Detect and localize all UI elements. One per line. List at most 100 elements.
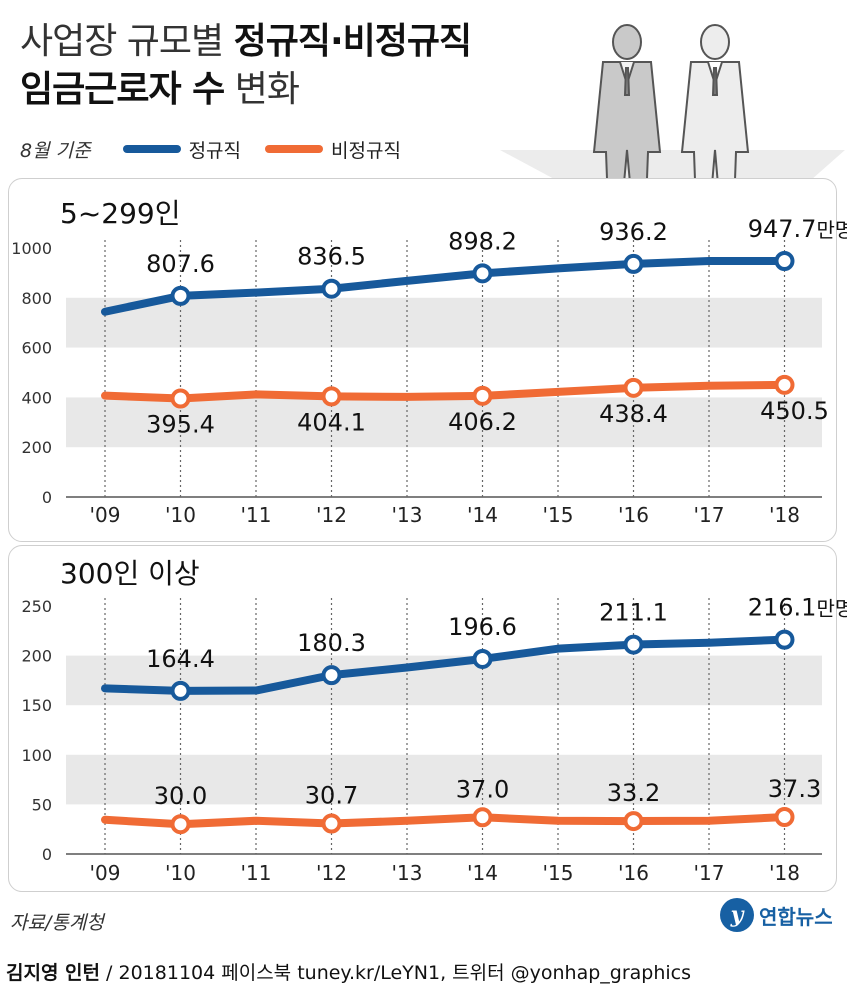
title-light-text: 사업장 규모별 [20, 21, 234, 62]
data-label: 406.2 [448, 408, 517, 436]
x-tick-label: '12 [316, 503, 347, 527]
data-point [472, 263, 493, 284]
data-point [321, 386, 342, 407]
data-label: 807.6 [146, 250, 215, 278]
data-point [321, 278, 342, 299]
data-point [472, 807, 493, 828]
x-tick-label: '10 [165, 503, 196, 527]
data-label: 164.4 [146, 645, 215, 673]
data-label: 30.0 [154, 782, 207, 810]
series-line-regular [101, 635, 789, 695]
grid-band [66, 754, 822, 805]
legend: 8월 기준 정규직 비정규직 [20, 134, 425, 164]
x-tick-label: '09 [90, 861, 121, 885]
yonhap-logo: y 연합뉴스 [720, 898, 833, 932]
legend-irregular-label: 비정규직 [331, 139, 401, 162]
legend-regular-label: 정규직 [188, 139, 242, 162]
data-point [774, 806, 795, 827]
x-tick-label: '15 [543, 861, 574, 885]
data-point [170, 814, 191, 835]
x-tick-label: '12 [316, 861, 347, 885]
yonhap-logo-name: 연합뉴스 [759, 904, 833, 929]
y-tick-label: 100 [21, 746, 52, 765]
title-bold-text-2: 임금근로자 수 [20, 69, 225, 110]
data-point [472, 648, 493, 669]
data-point [623, 377, 644, 398]
y-tick-label: 600 [21, 339, 52, 358]
data-point [170, 388, 191, 409]
x-tick-label: '11 [241, 503, 272, 527]
data-label: 450.5 [760, 397, 829, 425]
legend-basis-note: 8월 기준 [20, 139, 91, 162]
data-label: 404.1 [297, 408, 366, 436]
x-tick-label: '14 [467, 503, 498, 527]
grid-band [66, 397, 822, 448]
footer-author: 김지영 인턴 [6, 962, 101, 984]
y-tick-label: 200 [21, 647, 52, 666]
data-label: 180.3 [297, 629, 366, 657]
unit-label: 만명 [816, 597, 847, 621]
data-point [623, 811, 644, 832]
chart-title-line-1: 사업장 규모별 정규직·비정규직 [20, 20, 473, 64]
panel-large-firms [8, 545, 837, 892]
panel-title-large-firms: 300인 이상 [60, 557, 200, 590]
y-tick-label: 400 [21, 388, 52, 407]
title-light-text-2: 변화 [224, 69, 300, 110]
x-tick-label: '18 [769, 861, 800, 885]
series-line-irregular [101, 812, 789, 829]
x-tick-label: '09 [90, 503, 121, 527]
title-bold-text: 정규직·비정규직 [233, 21, 473, 62]
data-label: 33.2 [607, 779, 660, 807]
panel-title-small-firms: 5~299인 [60, 197, 181, 230]
series-line-regular [101, 256, 789, 316]
y-tick-label: 1000 [11, 239, 52, 258]
data-label: 395.4 [146, 411, 215, 439]
x-tick-label: '16 [618, 503, 649, 527]
data-label: 936.2 [599, 218, 668, 246]
data-point [774, 629, 795, 650]
data-label: 30.7 [305, 782, 358, 810]
y-tick-label: 150 [21, 696, 52, 715]
yonhap-logo-mark: y [720, 898, 754, 932]
y-tick-label: 0 [42, 845, 52, 864]
data-label: 216.1만명 [748, 594, 847, 622]
data-label: 438.4 [599, 400, 668, 428]
unit-label: 만명 [816, 218, 847, 242]
x-tick-label: '10 [165, 861, 196, 885]
legend-regular-swatch [122, 145, 181, 153]
data-point [170, 285, 191, 306]
grid-band [66, 297, 822, 348]
x-tick-label: '17 [694, 861, 725, 885]
data-point [321, 813, 342, 834]
y-tick-label: 200 [21, 438, 52, 457]
data-label: 196.6 [448, 613, 517, 641]
data-label: 211.1 [599, 599, 668, 627]
data-point [774, 251, 795, 272]
y-tick-label: 250 [21, 597, 52, 616]
y-tick-label: 800 [21, 289, 52, 308]
series-line-irregular [101, 380, 789, 403]
businessman-left-icon [592, 24, 662, 206]
x-tick-label: '18 [769, 503, 800, 527]
x-tick-label: '17 [694, 503, 725, 527]
x-tick-label: '16 [618, 861, 649, 885]
data-point [623, 253, 644, 274]
y-tick-label: 0 [42, 488, 52, 507]
data-label: 836.5 [297, 243, 366, 271]
x-tick-label: '11 [241, 861, 272, 885]
data-label: 37.0 [456, 775, 509, 803]
x-tick-label: '13 [392, 861, 423, 885]
footer-credit-text: / 20181104 페이스북 tuney.kr/LeYN1, 트위터 @yon… [100, 962, 692, 984]
data-point [472, 385, 493, 406]
x-tick-label: '14 [467, 861, 498, 885]
data-label: 898.2 [448, 227, 517, 255]
x-tick-label: '13 [392, 503, 423, 527]
chart-title-line-2: 임금근로자 수 변화 [20, 68, 300, 112]
data-label: 37.3 [768, 775, 821, 803]
y-tick-label: 50 [32, 795, 52, 814]
data-point [170, 680, 191, 701]
panel-small-firms [8, 178, 837, 542]
x-tick-label: '15 [543, 503, 574, 527]
